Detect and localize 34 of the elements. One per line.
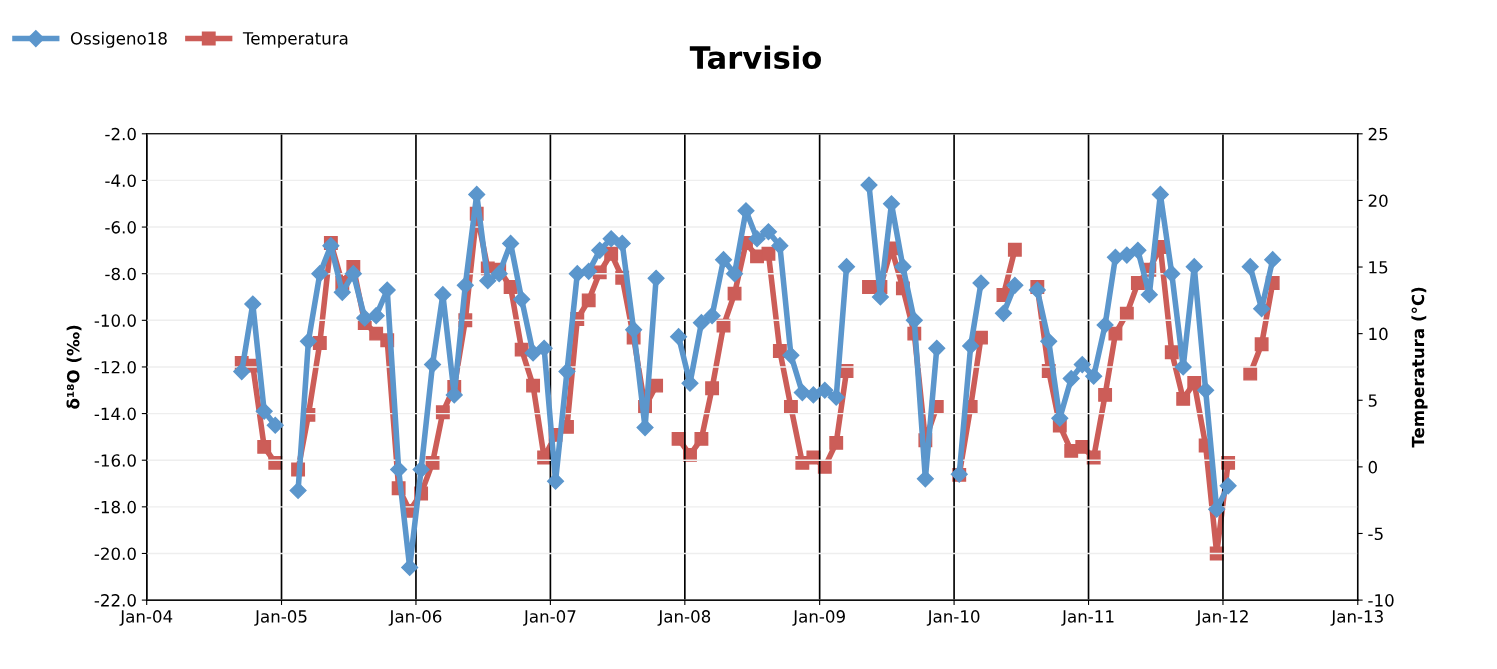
x-tick-label: Jan-04 bbox=[119, 610, 173, 626]
y-tick-label: -14.0 bbox=[94, 407, 136, 421]
y-tick-label: -2.0 bbox=[105, 127, 136, 141]
y2-tick-label: 20 bbox=[1368, 194, 1388, 207]
y-tick-label: -16.0 bbox=[94, 454, 136, 467]
y-tick-label: -12.0 bbox=[94, 360, 136, 374]
y-tick-label: -6.0 bbox=[105, 221, 136, 234]
x-tick-label: Jan-09 bbox=[792, 610, 845, 626]
y-tick-label: -10.0 bbox=[94, 314, 136, 327]
y-tick-label: -22.0 bbox=[94, 594, 136, 607]
y2-tick-label: 0 bbox=[1368, 460, 1377, 474]
y-tick-label: -8.0 bbox=[105, 267, 136, 281]
x-tick-label: Jan-12 bbox=[1195, 610, 1248, 626]
chart-title: Tarvisio bbox=[689, 45, 821, 70]
y-tick-label: -20.0 bbox=[94, 547, 136, 561]
legend-label: Temperatura bbox=[242, 32, 348, 48]
y2-tick-label: 10 bbox=[1369, 327, 1388, 341]
x-tick-label: Jan-05 bbox=[254, 610, 307, 626]
y2-tick-label: 15 bbox=[1369, 261, 1388, 274]
x-tick-label: Jan-06 bbox=[388, 610, 442, 626]
x-tick-label: Jan-10 bbox=[926, 610, 980, 626]
y-axis-title: δ¹⁸O (‰) bbox=[66, 325, 82, 409]
y-tick-label: -4.0 bbox=[105, 174, 136, 187]
legend-label: Ossigeno18 bbox=[70, 31, 167, 48]
x-tick-label: Jan-08 bbox=[657, 610, 711, 626]
y2-tick-label: -10 bbox=[1368, 594, 1394, 607]
y-tick-label: -18.0 bbox=[94, 500, 136, 514]
y2-tick-label: 5 bbox=[1368, 394, 1377, 407]
y2-axis-title: Temperatura (°C) bbox=[1411, 287, 1428, 448]
y2-tick-label: 25 bbox=[1368, 127, 1388, 141]
y2-tick-label: -5 bbox=[1368, 527, 1383, 541]
x-tick-label: Jan-07 bbox=[523, 610, 576, 626]
x-tick-label: Jan-11 bbox=[1061, 610, 1114, 626]
x-tick-label: Jan-13 bbox=[1330, 610, 1383, 626]
